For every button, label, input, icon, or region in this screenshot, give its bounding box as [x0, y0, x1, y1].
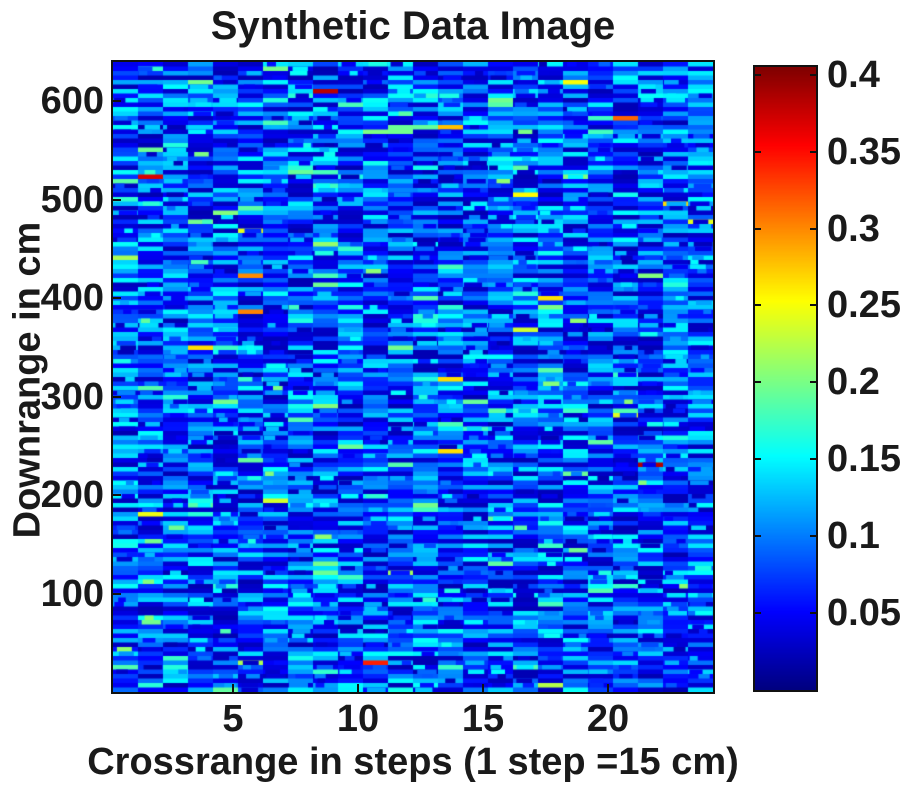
y-tick-label: 600: [40, 80, 104, 123]
x-tick-label: 5: [222, 698, 244, 740]
y-tick-mark: [113, 592, 121, 595]
colorbar-tick-mark-right: [810, 535, 816, 538]
x-tick-mark: [607, 684, 609, 692]
colorbar-tick-mark-right: [810, 227, 816, 230]
colorbar: [753, 65, 818, 692]
y-tick-mark: [113, 395, 121, 398]
colorbar-tick-label: 0.4: [827, 53, 880, 96]
y-tick-mark: [113, 494, 121, 497]
colorbar-tick-label: 0.15: [827, 438, 900, 481]
y-tick-label: 200: [40, 474, 104, 517]
y-tick-mark: [113, 100, 121, 103]
colorbar-tick-label: 0.3: [827, 207, 880, 250]
colorbar-tick-mark-left: [755, 150, 761, 153]
colorbar-tick-label: 0.05: [827, 592, 900, 635]
colorbar-tick-mark-left: [755, 458, 761, 461]
x-tick-mark: [232, 684, 234, 692]
colorbar-tick-mark-right: [810, 73, 816, 76]
y-tick-label: 100: [40, 572, 104, 615]
colorbar-tick-mark-right: [810, 150, 816, 153]
x-axis-label: Crossrange in steps (1 step =15 cm): [87, 741, 739, 783]
colorbar-tick-mark-right: [810, 612, 816, 615]
colorbar-tick-mark-left: [755, 73, 761, 76]
colorbar-tick-mark-left: [755, 535, 761, 538]
colorbar-tick-label: 0.2: [827, 361, 880, 404]
y-tick-label: 400: [40, 277, 104, 320]
plot-area: [111, 60, 715, 694]
colorbar-tick-label: 0.25: [827, 284, 900, 327]
x-tick-mark: [357, 684, 359, 692]
x-tick-mark: [482, 684, 484, 692]
y-tick-mark: [113, 297, 121, 300]
x-tick-label: 15: [461, 698, 505, 740]
y-tick-mark: [113, 198, 121, 201]
x-tick-label: 20: [586, 698, 630, 740]
chart-title: Synthetic Data Image: [210, 4, 616, 48]
colorbar-tick-label: 0.1: [827, 515, 880, 558]
colorbar-tick-mark-left: [755, 304, 761, 307]
colorbar-tick-mark-left: [755, 381, 761, 384]
y-tick-label: 300: [40, 375, 104, 418]
y-tick-label: 500: [40, 178, 104, 221]
heatmap-canvas: [113, 62, 713, 692]
x-tick-label: 10: [336, 698, 380, 740]
colorbar-tick-mark-right: [810, 458, 816, 461]
colorbar-tick-mark-right: [810, 304, 816, 307]
colorbar-gradient: [755, 67, 816, 690]
colorbar-tick-mark-left: [755, 612, 761, 615]
colorbar-tick-mark-left: [755, 227, 761, 230]
colorbar-tick-label: 0.35: [827, 130, 900, 173]
colorbar-tick-mark-right: [810, 381, 816, 384]
